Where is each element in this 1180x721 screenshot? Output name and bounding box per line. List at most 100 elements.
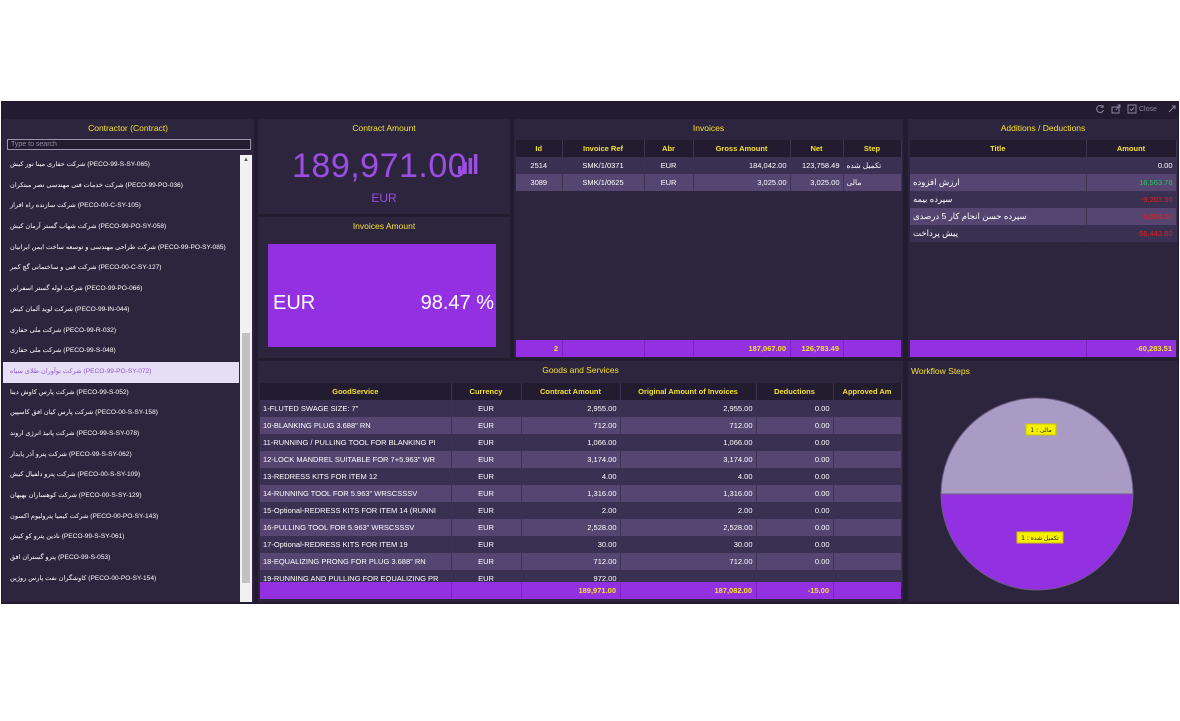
contractor-list-item[interactable]: شرکت کیمیا پتروليوم اکسون (PECO-00-PO-SY… — [10, 512, 159, 520]
invoices-cell: SMK/1/0371 — [562, 157, 645, 174]
additions-row[interactable]: 0.00 — [910, 157, 1177, 174]
contractor-list-item[interactable]: شرکت شهاب گستر آرمان کیش (PECO-99-PO-SY-… — [10, 223, 167, 231]
contractor-list-item[interactable]: شرکت ملی حفاری (PECO-99-S-048) — [10, 347, 116, 355]
additions-title-cell — [910, 157, 1087, 174]
goods-row[interactable]: 17-Optional-REDRESS KITS FOR ITEM 19 EUR 3… — [260, 536, 902, 553]
export-icon[interactable] — [1111, 103, 1121, 115]
invoices-amount-panel: Invoices Amount EUR 98.47 % — [258, 217, 510, 358]
refresh-icon[interactable] — [1095, 103, 1105, 115]
contractor-list-item[interactable]: پترو گستران افق (PECO-99-S-053) — [10, 554, 111, 562]
invoices-column-header[interactable]: Gross Amount — [693, 140, 791, 157]
goods-cell: 17-Optional-REDRESS KITS FOR ITEM 19 — [260, 536, 452, 553]
close-label: Close — [1139, 105, 1157, 113]
additions-column-header[interactable]: Title — [910, 140, 1087, 157]
contractor-list-item[interactable]: شرکت طراحی مهندسی و توسعه ساخت ایمن ایرا… — [10, 243, 226, 251]
goods-cell: 4.00 — [620, 468, 757, 485]
workflow-pie-chart: مالی : 1 تکمیل شده : 1 — [940, 397, 1134, 591]
goods-row[interactable]: 15-Optional-REDRESS KITS FOR ITEM 14 (RU… — [260, 502, 902, 519]
goods-cell: 15-Optional-REDRESS KITS FOR ITEM 14 (RU… — [260, 502, 452, 519]
additions-row[interactable]: سپرده حسن انجام کار 5 درصدی -5,094.14 — [910, 208, 1177, 225]
goods-cell: 0.00 — [756, 502, 834, 519]
contractor-list-item[interactable]: شرکت پارس کیان افق کاسپین (PECO-00-S-SY-… — [10, 409, 158, 417]
goods-row[interactable]: 18-EQUALIZING PRONG FOR PLUG 3.688" RN EU… — [260, 553, 902, 570]
contractor-search-input[interactable] — [7, 139, 251, 150]
invoices-column-header[interactable]: Step — [843, 140, 902, 157]
scrollbar-thumb[interactable] — [242, 333, 250, 583]
additions-title-cell: سپرده بیمه — [910, 191, 1087, 208]
contractor-list-item[interactable]: شرکت پانیذ انرژی اروند (PECO-99-S-SY-078… — [10, 429, 140, 437]
goods-cell: 3,174.00 — [521, 451, 621, 468]
invoices-column-header[interactable]: Invoice Ref — [562, 140, 645, 157]
contractor-list-item[interactable]: شرکت لوله گستر اسفراین (PECO-99-PO-066) — [10, 285, 143, 293]
contractor-list-item[interactable]: شرکت خدمات فنی مهندسی نصر مبتکران (PECO-… — [10, 181, 183, 189]
goods-column-header[interactable]: GoodService — [260, 383, 452, 400]
invoices-row[interactable]: 2514 SMK/1/0371 EUR 184,042.00 123,758.49 تکم… — [516, 157, 902, 174]
additions-row[interactable]: سپرده بیمه -9,203.30 — [910, 191, 1177, 208]
invoices-title: Invoices — [692, 123, 725, 133]
contractor-list-item[interactable]: شرکت فنی و ساختمانی گچ کمر (PECO-00-C-SY… — [10, 264, 162, 272]
invoices-table: Id Invoice Ref Abr Gross Amount Net Step 2514… — [516, 140, 902, 191]
scroll-up-icon[interactable]: ▲ — [243, 157, 249, 163]
additions-amount-cell: -56,443.80 — [1086, 225, 1177, 242]
contractor-list-item[interactable]: شرکت پترو دلفیال کیش (PECO-00-S-SY-109) — [10, 471, 141, 479]
contractor-list-item[interactable]: شرکت حفاری مینا نور کیش (PECO-99-S-SY-06… — [10, 161, 150, 168]
pie-slice[interactable] — [940, 397, 1134, 495]
goods-column-header[interactable]: Deductions — [756, 383, 834, 400]
contractor-list-item[interactable]: شرکت پارس کاوش دینا (PECO-99-S-052) — [10, 388, 129, 396]
goods-cell: 2,955.00 — [521, 400, 621, 417]
additions-deductions-title: Additions / Deductions — [1000, 123, 1086, 133]
goods-cell: 0.00 — [756, 553, 834, 570]
additions-title-cell: سپرده حسن انجام کار 5 درصدی — [910, 208, 1087, 225]
goods-cell: EUR — [451, 468, 522, 485]
contractor-list-item[interactable]: کاوشگران نفت پارس روژین (PECO-00-PO-SY-1… — [10, 574, 157, 582]
contractor-list-item[interactable]: شرکت لوید آلمان کیش (PECO-99-IN-044) — [10, 305, 130, 313]
goods-row[interactable]: 14-RUNNING TOOL FOR 5.963" WRSCSSSV EUR 1,… — [260, 485, 902, 502]
fullscreen-icon[interactable] — [1167, 103, 1177, 115]
goods-column-header[interactable]: Contract Amount — [521, 383, 621, 400]
goods-column-header[interactable]: Original Amount of Invoices — [620, 383, 757, 400]
invoices-column-header[interactable]: Net — [790, 140, 844, 157]
goods-column-header[interactable]: Approved Am — [833, 383, 902, 400]
invoices-panel: Invoices Id Invoice Ref Abr Gross Amount Net… — [514, 119, 903, 358]
pie-label-box — [1016, 531, 1064, 544]
pie-label: مالی : 1 — [1030, 427, 1052, 434]
goods-cell: 712.00 — [521, 553, 621, 570]
additions-column-header[interactable]: Amount — [1086, 140, 1177, 157]
goods-row[interactable]: 12-LOCK MANDREL SUITABLE FOR 7+5.963" WR… — [260, 451, 902, 468]
contractor-list-item[interactable]: شرکت سازنده راه افراز (PECO-00-C-SY-105) — [10, 202, 141, 210]
contractor-list-item[interactable]: شرکت کوهساران بهبهان (PECO-00-S-SY-129) — [10, 492, 142, 499]
goods-row[interactable]: 1-FLUTED SWAGE SIZE: 7" EUR 2,955.00 2,955.… — [260, 400, 902, 417]
additions-title-cell: ارزش افزوده — [910, 174, 1087, 191]
goods-row[interactable]: 10-BLANKING PLUG 3.688" RN EUR 712.00 712.0… — [260, 417, 902, 434]
goods-total-deductions: -15.00 — [807, 586, 829, 595]
goods-cell: EUR — [451, 400, 522, 417]
contractor-list-item[interactable]: شرکت ملی حفاری (PECO-99-R-032) — [10, 326, 117, 334]
invoices-cell: 3,025.00 — [790, 174, 844, 191]
close-icon — [1127, 104, 1137, 114]
invoices-cell: 123,758.49 — [790, 157, 844, 174]
invoices-row[interactable]: 3089 SMK/1/0625 EUR 3,025.00 3,025.00 مالی — [516, 174, 902, 191]
dashboard: Close Contractor (Contract) شرکت حفاری م… — [1, 101, 1179, 604]
goods-cell: 0.00 — [756, 451, 834, 468]
additions-row[interactable]: ارزش افزوده 16,563.78 — [910, 174, 1177, 191]
invoices-column-header[interactable]: Id — [516, 140, 563, 157]
goods-cell — [833, 400, 902, 417]
goods-cell: 30.00 — [521, 536, 621, 553]
contractor-list-item[interactable]: شرکت پترو آذر پایدار (PECO-99-S-SY-062) — [10, 450, 132, 458]
goods-row[interactable]: 13-REDRESS KITS FOR ITEM 12 EUR 4.00 4.00 0.… — [260, 468, 902, 485]
goods-cell: 0.00 — [756, 485, 834, 502]
goods-cell — [833, 485, 902, 502]
goods-cell: 18-EQUALIZING PRONG FOR PLUG 3.688" RN — [260, 553, 452, 570]
goods-row[interactable]: 16-PULLING TOOL FOR 5.963" WRSCSSSV EUR 2,… — [260, 519, 902, 536]
goods-cell: EUR — [451, 519, 522, 536]
contractor-list-item[interactable]: شرکت نوآوران طلای سیاه (PECO-99-PO-SY-07… — [3, 361, 239, 383]
close-button[interactable]: Close — [1127, 103, 1157, 115]
goods-row[interactable]: 11-RUNNING / PULLING TOOL FOR BLANKING P… — [260, 434, 902, 451]
pie-label: تکمیل شده : 1 — [1021, 535, 1059, 542]
contractor-list-item[interactable]: نادین پترو کو کیش (PECO-99-S-SY-061) — [10, 533, 125, 541]
goods-column-header[interactable]: Currency — [451, 383, 522, 400]
invoices-column-header[interactable]: Abr — [644, 140, 694, 157]
goods-cell: 14-RUNNING TOOL FOR 5.963" WRSCSSSV — [260, 485, 452, 502]
additions-row[interactable]: پیش پرداخت -56,443.80 — [910, 225, 1177, 242]
contractor-list-scrollbar[interactable]: ▲ ▼ — [240, 155, 252, 602]
